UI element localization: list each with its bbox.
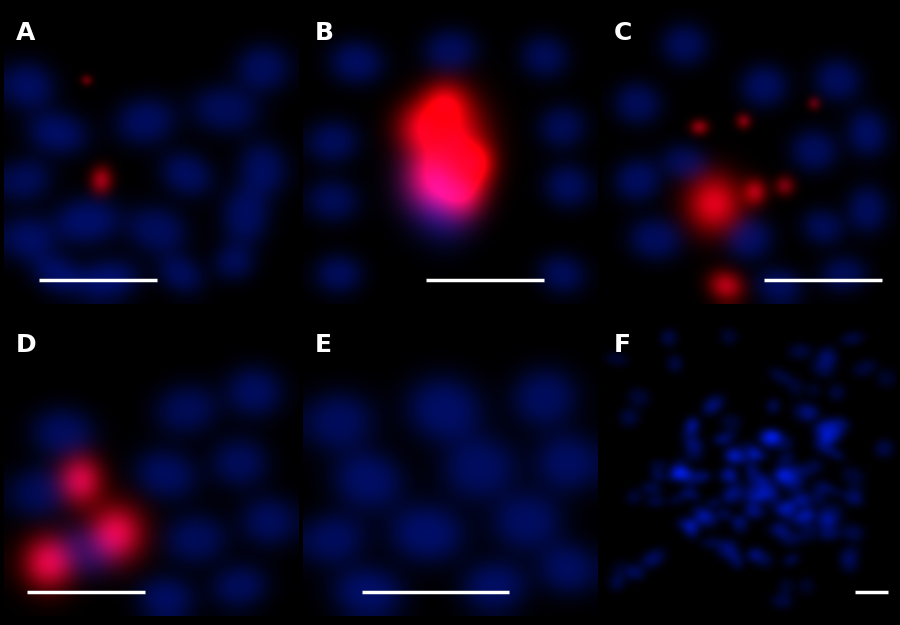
- Text: C: C: [614, 21, 632, 45]
- Text: F: F: [614, 333, 631, 357]
- Text: D: D: [15, 333, 36, 357]
- Text: E: E: [314, 333, 331, 357]
- Text: A: A: [15, 21, 35, 45]
- Text: B: B: [314, 21, 334, 45]
